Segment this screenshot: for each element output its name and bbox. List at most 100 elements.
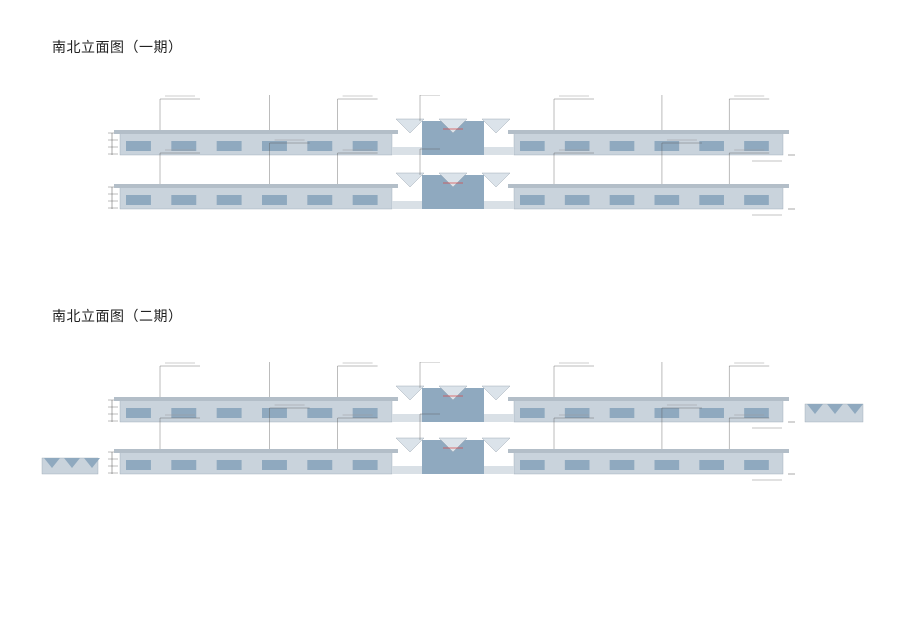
roof-overhang [508, 130, 789, 134]
annotation-leader [553, 152, 594, 184]
wing-column [44, 458, 60, 468]
building-block [513, 186, 784, 210]
window-band [564, 195, 590, 205]
window-band [262, 141, 287, 151]
roof-overhang [508, 449, 789, 453]
annotation-leader [337, 152, 378, 184]
window-band [744, 408, 769, 418]
window-band [520, 408, 545, 418]
window-band [262, 460, 287, 470]
annotation-leader [661, 95, 663, 130]
annotation-leader [729, 417, 770, 449]
window-band [171, 408, 197, 418]
window-band [352, 408, 378, 418]
building-block [513, 399, 784, 423]
window-band [262, 408, 287, 418]
umbrella-column [438, 118, 468, 134]
window-band [171, 460, 197, 470]
annotation-leader [337, 417, 378, 449]
wing-column [64, 458, 80, 468]
umbrella-column [395, 118, 425, 134]
window-band [564, 408, 590, 418]
annotation-leader [269, 362, 270, 397]
window-band [699, 141, 724, 151]
building-block [119, 399, 393, 423]
wing-column [827, 404, 843, 414]
window-band [609, 408, 635, 418]
window-band [654, 408, 680, 418]
annotation-leader [419, 148, 440, 175]
phase-1-north-elevation [108, 139, 795, 216]
window-band [699, 195, 724, 205]
wing-column [807, 404, 823, 414]
annotation-leader [661, 142, 702, 184]
annotation-leader [337, 98, 378, 130]
window-band [609, 141, 635, 151]
umbrella-column [395, 172, 425, 188]
window-band [609, 195, 635, 205]
window-band [126, 460, 151, 470]
annotation-leader [729, 152, 770, 184]
annotation-leader [419, 362, 440, 388]
annotation-leader [269, 142, 310, 184]
annotation-leader [553, 98, 594, 130]
window-band [699, 460, 724, 470]
umbrella-column [438, 385, 468, 401]
window-band [564, 460, 590, 470]
annotation-leader [661, 407, 702, 449]
window-band [520, 195, 545, 205]
window-band [216, 141, 242, 151]
annotation-leader [661, 362, 663, 397]
window-band [699, 408, 724, 418]
window-band [126, 408, 151, 418]
window-band [654, 460, 680, 470]
annotation-leader [419, 413, 440, 440]
roof-overhang [114, 184, 398, 188]
window-band [307, 195, 333, 205]
building-block [119, 451, 393, 475]
window-band [171, 195, 197, 205]
umbrella-column [438, 437, 468, 453]
annotation-leader [419, 95, 440, 121]
window-band [262, 195, 287, 205]
annotation-leader [729, 98, 770, 130]
phase-1-south-elevation [108, 95, 795, 162]
window-band [744, 195, 769, 205]
window-band [126, 141, 151, 151]
annotation-leader [269, 407, 310, 449]
annotation-leader [159, 98, 200, 130]
annotation-leader [159, 365, 200, 397]
window-band [564, 141, 590, 151]
building-block [119, 132, 393, 156]
window-band [216, 408, 242, 418]
window-band [352, 195, 378, 205]
roof-overhang [114, 130, 398, 134]
wing-column [84, 458, 100, 468]
roof-overhang [508, 184, 789, 188]
roof-overhang [508, 397, 789, 401]
window-band [520, 460, 545, 470]
umbrella-column [481, 437, 511, 453]
window-band [171, 141, 197, 151]
phase-1-elevations [108, 95, 795, 216]
wing-column [847, 404, 863, 414]
umbrella-column [481, 118, 511, 134]
annotation-leader [553, 417, 594, 449]
window-band [654, 141, 680, 151]
annotation-leader [269, 95, 270, 130]
annotation-leader [159, 417, 200, 449]
annotation-leader [553, 365, 594, 397]
window-band [520, 141, 545, 151]
roof-overhang [114, 397, 398, 401]
umbrella-column [481, 385, 511, 401]
window-band [744, 141, 769, 151]
roof-overhang [114, 449, 398, 453]
annotation-leader [159, 152, 200, 184]
building-block [513, 451, 784, 475]
window-band [307, 408, 333, 418]
annotation-leader [729, 365, 770, 397]
window-band [216, 460, 242, 470]
window-band [126, 195, 151, 205]
window-band [609, 460, 635, 470]
building-block [513, 132, 784, 156]
